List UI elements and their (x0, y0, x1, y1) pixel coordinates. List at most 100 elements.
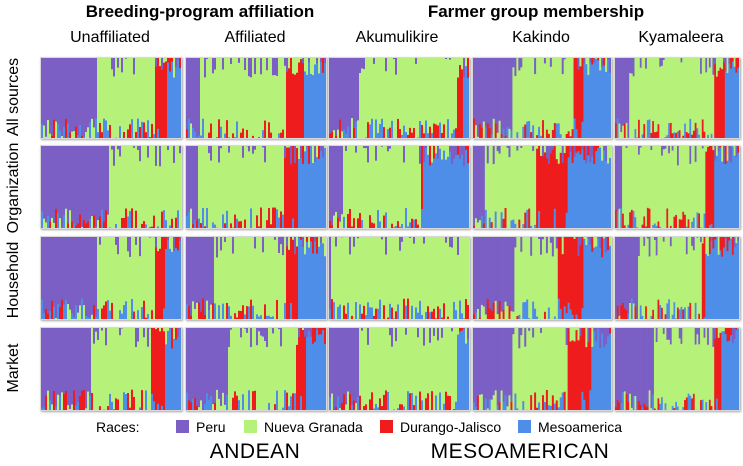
structure-bar-segment (161, 237, 164, 319)
structure-bar-segment (365, 146, 368, 149)
structure-bar-segment (67, 58, 70, 125)
structure-bar-segment (341, 146, 344, 215)
structure-bar-segment (214, 402, 217, 410)
structure-bar-segment (486, 123, 490, 138)
structure-bar-segment (583, 399, 586, 410)
structure-bar-segment (712, 58, 715, 76)
structure-bar-segment (208, 310, 211, 319)
structure-bar-segment (141, 390, 144, 410)
structure-bar-segment (212, 73, 215, 138)
structure-bar-segment (222, 58, 225, 70)
structure-bar-segment (63, 394, 66, 410)
structure-bar-segment (109, 310, 112, 319)
structure-bar-segment (542, 120, 545, 138)
structure-bar-segment (270, 237, 273, 318)
structure-bar-segment (73, 146, 76, 224)
structure-bar-segment (536, 135, 539, 138)
structure-bar-segment (306, 146, 309, 148)
structure-bar-segment (629, 58, 632, 74)
structure-bar-segment (179, 58, 181, 69)
structure-bar-segment (595, 328, 598, 343)
structure-bar-segment (488, 237, 492, 309)
structure-bar-segment (115, 328, 118, 399)
structure-bar-segment (627, 237, 630, 314)
structure-bar-segment (224, 241, 227, 319)
structure-bar-segment (427, 133, 430, 138)
structure-bar-segment (415, 307, 418, 319)
structure-bar-segment (393, 227, 396, 228)
structure-bar-segment (141, 146, 144, 225)
structure-bar-segment (173, 338, 176, 410)
structure-bar-segment (494, 123, 498, 138)
structure-bar-segment (733, 328, 736, 340)
structure-bar-segment (194, 398, 197, 410)
structure-bar-segment (673, 132, 676, 138)
structure-bar-segment (593, 146, 596, 165)
structure-bar-segment (636, 58, 639, 138)
structure-bar-segment (622, 146, 625, 215)
structure-bar-segment (735, 156, 738, 228)
structure-bar-segment (457, 328, 460, 336)
structure-bar-segment (664, 328, 667, 404)
structure-bar-segment (365, 148, 368, 228)
structure-bar-segment (292, 239, 295, 319)
structure-bar-segment (463, 237, 466, 319)
structure-bar-segment (691, 245, 694, 319)
structure-bar-segment (403, 146, 406, 163)
structure-bar-segment (648, 58, 651, 120)
structure-bar-segment (567, 328, 570, 410)
structure-bar-segment (125, 146, 128, 209)
structure-bar-segment (473, 58, 476, 119)
structure-bar-segment (349, 328, 352, 395)
structure-bar-segment (719, 147, 722, 228)
structure-bar-segment (254, 58, 257, 75)
structure-bar-segment (553, 328, 557, 404)
structure-bar-segment (453, 58, 456, 130)
structure-bar-segment (563, 58, 567, 60)
structure-bar-segment (516, 58, 519, 133)
structure-bar-segment (161, 58, 164, 71)
structure-bar-segment (57, 146, 60, 214)
panel-household-akumulikire (328, 236, 470, 320)
structure-bar-segment (167, 237, 170, 241)
structure-bar-segment (105, 301, 108, 319)
structure-bar-segment (583, 160, 586, 228)
structure-bar-segment (115, 237, 118, 246)
structure-bar-segment (528, 146, 531, 210)
structure-bar-segment (194, 328, 197, 399)
structure-bar-segment (256, 215, 259, 228)
structure-bar-segment (581, 237, 584, 309)
structure-bar-segment (520, 335, 523, 410)
structure-bar-segment (359, 72, 362, 138)
structure-bar-segment (682, 58, 685, 137)
structure-bar-segment (335, 246, 338, 319)
structure-bar-segment (733, 237, 736, 248)
structure-bar-segment (163, 62, 166, 138)
structure-bar-segment (461, 237, 464, 314)
structure-bar-segment (49, 237, 52, 312)
structure-bar-segment (369, 237, 372, 308)
structure-bar-segment (234, 313, 237, 319)
structure-bar-segment (534, 237, 537, 310)
structure-bar-segment (165, 237, 168, 250)
structure-bar-segment (703, 213, 706, 228)
structure-bar-segment (480, 304, 484, 319)
structure-bar-segment (298, 58, 301, 63)
structure-bar-segment (53, 390, 56, 410)
structure-bar-segment (664, 314, 667, 319)
structure-bar-segment (622, 213, 625, 228)
structure-bar-segment (252, 305, 255, 319)
structure-bar-segment (45, 146, 48, 223)
structure-bar-segment (638, 255, 641, 319)
structure-bar-segment (97, 132, 100, 138)
structure-bar-segment (627, 146, 630, 226)
structure-bar-segment (476, 222, 480, 228)
structure-bar-segment (109, 328, 112, 395)
structure-bar-segment (264, 341, 267, 410)
structure-bar-segment (705, 328, 708, 403)
structure-bar-segment (171, 218, 174, 228)
structure-bar-segment (43, 146, 46, 219)
panel-household-unaffiliated (40, 236, 182, 320)
structure-bar-segment (232, 237, 235, 254)
structure-bar-segment (296, 146, 299, 149)
